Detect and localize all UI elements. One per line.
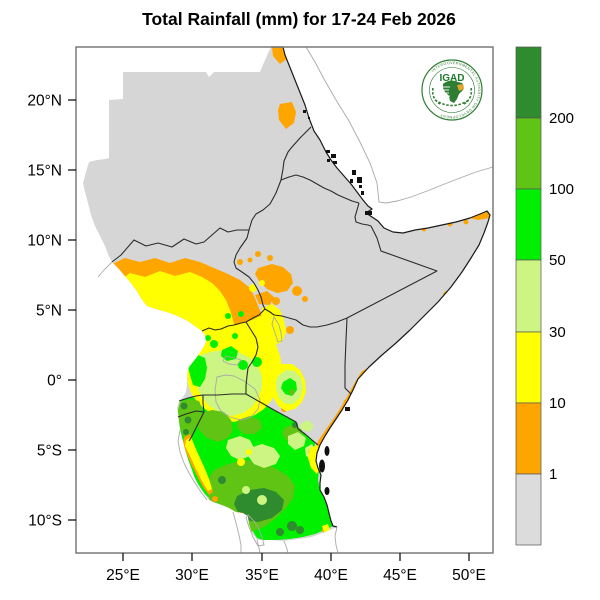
logo-wordmark: IGAD	[440, 73, 465, 84]
pemba-island	[324, 446, 330, 456]
legend-threshold: 50	[549, 252, 566, 269]
legend-band-below-1	[515, 473, 542, 546]
lake-malawi	[245, 514, 265, 547]
y-axis	[68, 99, 76, 521]
x-axis	[122, 553, 470, 561]
gulf-of-tadjoura	[365, 211, 372, 215]
rain-above-200	[180, 402, 304, 536]
lake-victoria	[214, 374, 261, 421]
igad-logo: INTERGOVERNMENTAL AUTHORITY ON DEVELOPME…	[421, 59, 483, 121]
zambia-malawi-borders	[232, 511, 289, 554]
x-tick-label: 25°E	[106, 567, 140, 584]
lake-tanganyika-west	[177, 429, 208, 501]
coastline	[271, 46, 491, 528]
x-axis-labels: 25°E 30°E 35°E 40°E 45°E 50°E	[106, 567, 486, 584]
map-frame	[75, 46, 494, 554]
y-tick-label: 15°N	[27, 163, 62, 180]
y-tick-label: 10°S	[28, 513, 62, 530]
legend-threshold: 200	[549, 110, 574, 127]
legend-threshold: 100	[549, 181, 574, 198]
neighbor-outlines	[97, 46, 494, 554]
y-tick-label: 20°N	[27, 93, 62, 110]
lake-outlines	[214, 315, 283, 421]
legend-band-10-30	[515, 331, 542, 404]
zanzibar-island	[319, 459, 325, 473]
legend-threshold: 30	[549, 324, 566, 341]
arabia-coast	[305, 46, 494, 204]
y-tick-label: 5°S	[37, 443, 62, 460]
legend-band-1-10	[515, 402, 542, 475]
x-tick-label: 50°E	[452, 567, 486, 584]
y-tick-label: 0°	[47, 373, 62, 390]
igad-region-highlight	[457, 84, 464, 91]
country-borders	[111, 126, 438, 446]
x-tick-label: 40°E	[314, 567, 348, 584]
x-tick-label: 30°E	[175, 567, 209, 584]
legend-threshold: 1	[549, 466, 557, 483]
map-canvas: INTERGOVERNMENTAL AUTHORITY ON DEVELOPME…	[27, 46, 494, 584]
y-axis-labels: 20°N 15°N 10°N 5°N 0° 5°S 10°S	[27, 93, 62, 530]
x-tick-label: 35°E	[245, 567, 279, 584]
mozambique-coast	[334, 526, 339, 554]
lake-kyoga	[222, 355, 242, 366]
y-tick-label: 10°N	[27, 233, 62, 250]
logo-speed-lines	[439, 86, 450, 97]
legend-band-above-200	[515, 46, 542, 119]
colorbar-labels: 200 100 50 30 10 1	[549, 110, 574, 483]
legend-threshold: 10	[549, 395, 566, 412]
logo-inner-ring	[429, 67, 475, 113]
colorbar	[515, 46, 542, 546]
y-tick-label: 5°N	[36, 303, 62, 320]
car-drc-border	[97, 261, 113, 278]
rain-30-50-tz	[226, 420, 316, 505]
islands-and-water-marks	[303, 110, 372, 495]
legend-band-100-200	[515, 117, 542, 190]
lake-turkana	[271, 315, 283, 343]
legend-band-50-100	[515, 188, 542, 261]
laurel-wreath	[431, 87, 473, 107]
mafia-island	[324, 487, 330, 495]
legend-band-30-50	[515, 259, 542, 333]
x-tick-label: 45°E	[383, 567, 417, 584]
page-title: Total Rainfall (mm) for 17-24 Feb 2026	[142, 9, 456, 29]
lamu-island	[345, 407, 350, 411]
